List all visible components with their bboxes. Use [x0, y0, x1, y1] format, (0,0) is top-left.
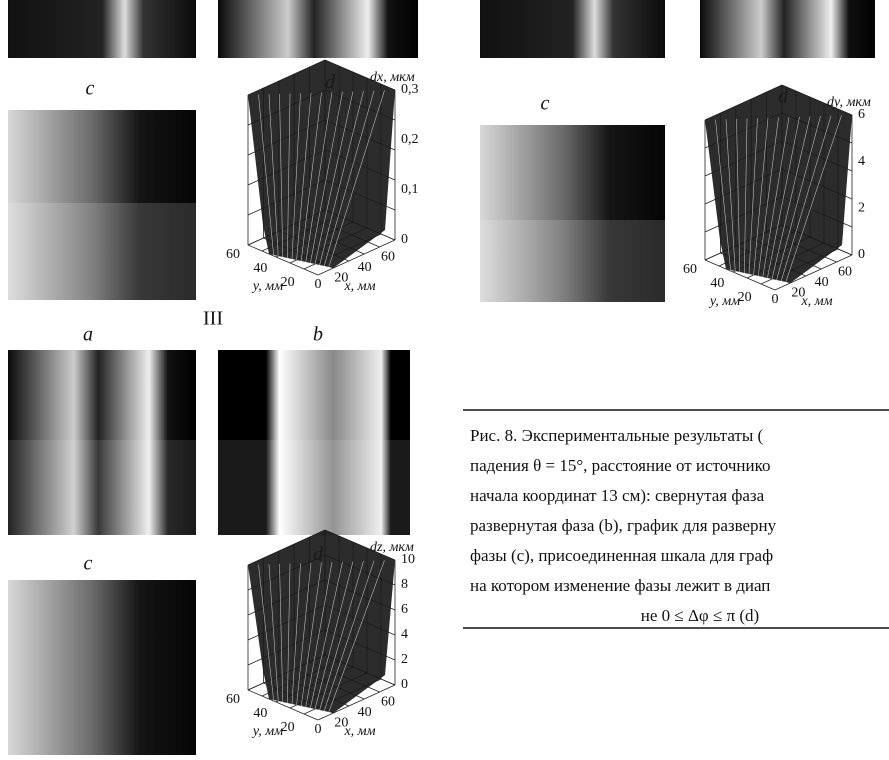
z-tick-label: 2	[401, 652, 408, 667]
origin-label: 0	[315, 277, 322, 292]
x-tick-label: 40	[358, 260, 372, 275]
caption: Рис. 8. Экспериментальные результаты ( па…	[470, 426, 777, 625]
plot-3d	[705, 85, 852, 290]
x-tick-label: 60	[381, 249, 395, 264]
z-tick-label: 0	[858, 247, 865, 262]
image-strips	[8, 0, 875, 58]
x-tick-label: 60	[838, 264, 852, 279]
x-tick-label: 40	[815, 275, 829, 290]
z-axis-label: dz, мкм	[370, 540, 414, 555]
panel-label: c	[541, 93, 550, 115]
surface	[705, 85, 852, 283]
surface	[248, 60, 395, 268]
z-axis-label: dx, мкм	[370, 70, 415, 85]
caption-line: не 0 ≤ Δφ ≤ π (d)	[641, 606, 759, 625]
x-tick-label: 40	[358, 705, 372, 720]
y-tick-label: 60	[226, 692, 240, 707]
panel-label: b	[313, 324, 323, 346]
x-tick-label: 60	[381, 694, 395, 709]
z-tick-label: 4	[858, 154, 865, 169]
page: c d c d III a b c d Рис. 8. Эксперимента…	[0, 0, 889, 755]
section-label: III	[203, 308, 223, 330]
z-tick-label: 6	[401, 602, 408, 617]
origin-label: 0	[772, 292, 779, 307]
z-tick-label: 0	[401, 677, 408, 692]
y-tick-label: 40	[253, 261, 267, 276]
y-tick-label: 60	[683, 262, 697, 277]
caption-line: падения θ = 15°, расстояние от источнико	[470, 456, 770, 475]
caption-line: на котором изменение фазы лежит в диап	[470, 576, 770, 595]
panel-label: c	[84, 553, 93, 575]
caption-line: развернутая фаза (b), график для разверн…	[470, 516, 777, 535]
x-axis-label: x, мм	[343, 724, 375, 739]
z-tick-label: 8	[401, 577, 408, 592]
y-tick-label: 60	[226, 247, 240, 262]
y-tick-label: 40	[253, 706, 267, 721]
z-tick-label: 0,2	[401, 132, 419, 147]
y-axis-label: y, мм	[708, 294, 740, 309]
panel-label: c	[86, 78, 95, 100]
z-axis-label: dy, мкм	[827, 95, 871, 110]
x-axis-label: x, мм	[800, 294, 832, 309]
z-tick-label: 4	[401, 627, 408, 642]
z-tick-label: 2	[858, 201, 865, 216]
y-axis-label: y, мм	[251, 279, 283, 294]
plot-3d	[248, 530, 395, 720]
caption-line: начала координат 13 см): свернутая фаза	[470, 486, 765, 505]
y-tick-label: 40	[710, 276, 724, 291]
caption-line: фазы (c), присоединенная шкала для граф	[470, 546, 773, 565]
plot-3d	[248, 60, 395, 275]
panel-label: a	[83, 324, 93, 346]
origin-label: 0	[315, 722, 322, 737]
y-axis-label: y, мм	[251, 724, 283, 739]
x-axis-label: x, мм	[343, 279, 375, 294]
caption-line: Рис. 8. Экспериментальные результаты (	[470, 426, 764, 445]
z-tick-label: 0	[401, 232, 408, 247]
z-tick-label: 0,1	[401, 182, 419, 197]
